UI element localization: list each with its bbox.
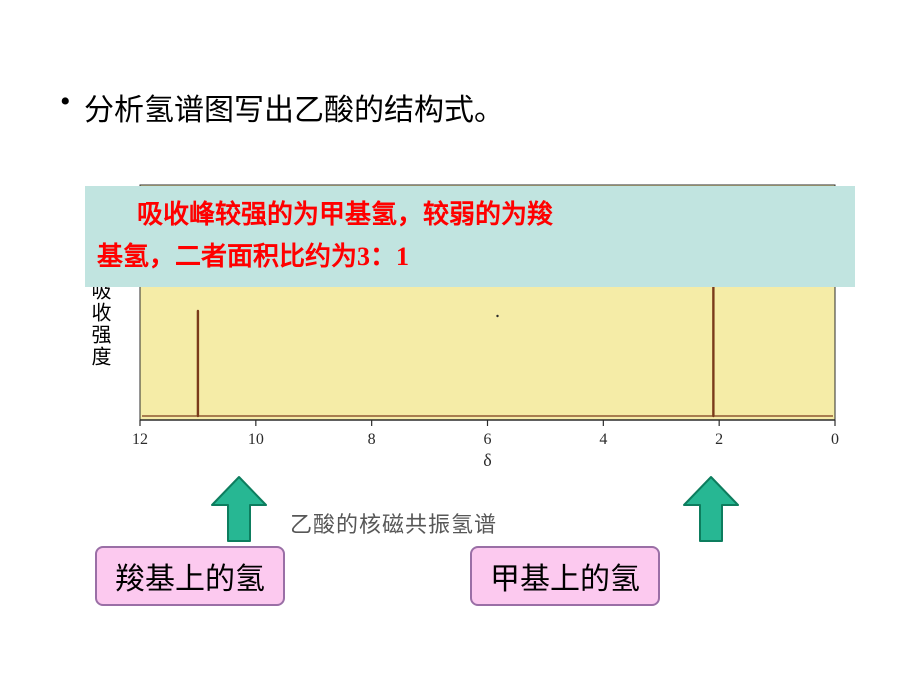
bullet-line: •分析氢谱图写出乙酸的结构式。 (60, 85, 504, 129)
bullet-text: 分析氢谱图写出乙酸的结构式。 (84, 94, 504, 127)
annotation-line1: 吸收峰较强的为甲基氢，较弱的为羧 (137, 200, 553, 229)
arrow-carboxyl (210, 475, 268, 545)
slide: •分析氢谱图写出乙酸的结构式。 0 2 4 6 8 10 12 δ 吸收强度 吸收峰较强的为甲… (0, 0, 920, 690)
arrow-methyl (682, 475, 740, 545)
y-axis-label: 吸收强度 (90, 280, 114, 368)
svg-text:δ: δ (483, 450, 491, 470)
label-carboxyl-H: 羧基上的氢 (95, 546, 285, 606)
svg-text:4: 4 (599, 431, 607, 448)
arrow-up-icon (682, 475, 740, 545)
svg-text:8: 8 (368, 431, 376, 448)
annotation-line2: 基氢，二者面积比约为3：1 (97, 242, 409, 271)
svg-text:12: 12 (132, 431, 148, 448)
svg-text:0: 0 (831, 431, 839, 448)
svg-text:2: 2 (715, 431, 723, 448)
svg-text:10: 10 (248, 431, 264, 448)
arrow-up-icon (210, 475, 268, 545)
svg-text:6: 6 (484, 431, 492, 448)
chart-caption: 乙酸的核磁共振氢谱 (290, 507, 497, 539)
bullet-dot: • (60, 85, 84, 119)
annotation-box: 吸收峰较强的为甲基氢，较弱的为羧 基氢，二者面积比约为3：1 (85, 186, 855, 287)
label-methyl-H: 甲基上的氢 (470, 546, 660, 606)
